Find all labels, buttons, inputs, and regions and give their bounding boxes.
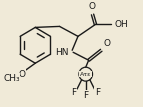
Text: F: F bbox=[83, 91, 88, 100]
Text: F: F bbox=[95, 88, 100, 97]
Text: O: O bbox=[103, 39, 110, 48]
Text: HN: HN bbox=[55, 48, 68, 57]
Text: Aτε: Aτε bbox=[80, 72, 92, 77]
Text: F: F bbox=[72, 88, 77, 97]
Text: O: O bbox=[19, 70, 26, 79]
Text: CH₃: CH₃ bbox=[3, 74, 20, 83]
Text: OH: OH bbox=[115, 20, 129, 29]
Text: O: O bbox=[88, 2, 95, 11]
